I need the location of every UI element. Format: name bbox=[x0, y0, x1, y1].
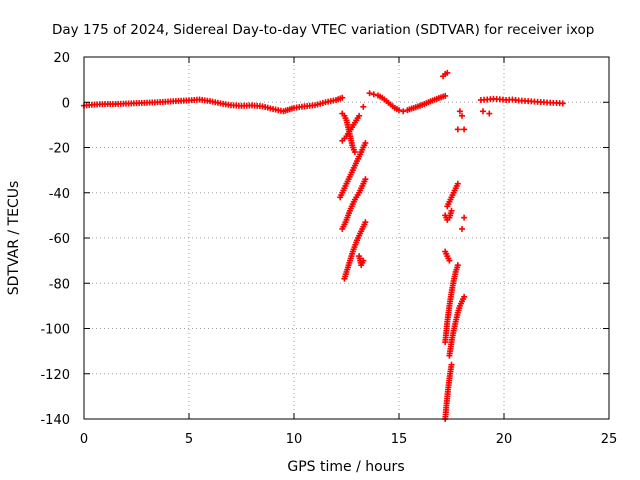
data-point bbox=[442, 92, 449, 99]
data-point bbox=[362, 219, 369, 226]
data-point bbox=[461, 293, 468, 300]
y-tick-label: -40 bbox=[49, 187, 70, 202]
data-point bbox=[444, 69, 451, 76]
x-tick-label: 25 bbox=[601, 432, 618, 447]
data-point bbox=[559, 100, 566, 107]
data-point bbox=[356, 112, 363, 119]
x-tick-label: 20 bbox=[496, 432, 513, 447]
x-axis-label: GPS time / hours bbox=[287, 459, 404, 475]
y-tick-label: 0 bbox=[62, 96, 70, 111]
data-point bbox=[454, 180, 461, 187]
x-tick-label: 15 bbox=[391, 432, 408, 447]
y-tick-label: -20 bbox=[49, 142, 70, 157]
x-tick-label: 5 bbox=[185, 432, 193, 447]
plot-frame bbox=[83, 56, 610, 420]
data-point bbox=[454, 262, 461, 269]
x-tick-label: 0 bbox=[80, 432, 88, 447]
data-point bbox=[454, 126, 461, 133]
y-tick-label: 20 bbox=[53, 51, 70, 66]
data-point bbox=[486, 110, 493, 117]
data-point bbox=[366, 90, 373, 97]
data-point bbox=[461, 214, 468, 221]
data-point bbox=[461, 126, 468, 133]
data-point bbox=[351, 149, 358, 156]
data-point bbox=[362, 139, 369, 146]
data-point bbox=[448, 207, 455, 214]
data-point bbox=[459, 225, 465, 232]
data-point bbox=[339, 94, 346, 101]
x-tick-label: 10 bbox=[286, 432, 303, 447]
axis-ticks: 0 5 10 15 20 25 20 0 -20 -40 -60 -80 -100 -120 -140 bbox=[40, 51, 617, 447]
data-point bbox=[459, 112, 465, 119]
data-point bbox=[362, 176, 369, 183]
data-point bbox=[396, 107, 402, 114]
data-point bbox=[456, 108, 463, 115]
y-tick-label: -80 bbox=[49, 277, 70, 292]
y-tick-label: -120 bbox=[40, 368, 70, 383]
data-point bbox=[370, 91, 377, 98]
grid bbox=[84, 57, 609, 419]
y-tick-label: -140 bbox=[40, 413, 70, 428]
data-point bbox=[448, 361, 455, 368]
data-point bbox=[480, 108, 486, 115]
data-point bbox=[360, 103, 367, 110]
data-points bbox=[81, 69, 566, 422]
chart-title: Day 175 of 2024, Sidereal Day-to-day VTE… bbox=[52, 22, 594, 38]
data-point bbox=[446, 257, 453, 264]
data-point bbox=[400, 108, 407, 115]
y-tick-label: -60 bbox=[49, 232, 70, 247]
y-tick-label: -100 bbox=[40, 323, 70, 338]
data-point bbox=[360, 257, 367, 264]
y-axis-label: SDTVAR / TECUs bbox=[6, 181, 22, 296]
